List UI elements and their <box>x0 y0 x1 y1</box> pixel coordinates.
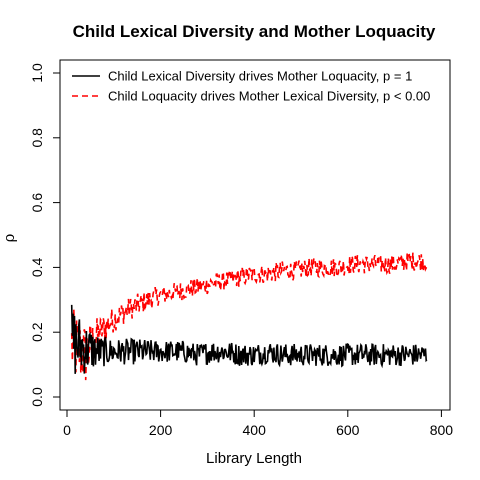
legend: Child Lexical Diversity drives Mother Lo… <box>72 69 430 104</box>
legend-entry-1: Child Loquacity drives Mother Lexical Di… <box>108 89 430 104</box>
x-tick-label: 200 <box>149 422 173 438</box>
x-tick-label: 0 <box>63 422 71 438</box>
x-tick-label: 800 <box>430 422 454 438</box>
x-tick-label: 400 <box>243 422 267 438</box>
series-layer <box>70 252 428 381</box>
x-axis: 0 200 400 600 800 <box>63 410 453 438</box>
series-line-1 <box>70 252 428 381</box>
x-axis-label: Library Length <box>206 450 302 467</box>
y-tick-label: 1.0 <box>29 63 45 83</box>
plot-frame <box>59 59 451 411</box>
y-axis-label: ρ <box>0 233 18 242</box>
legend-entry-0: Child Lexical Diversity drives Mother Lo… <box>108 69 412 84</box>
chart-title: Child Lexical Diversity and Mother Loqua… <box>73 22 436 41</box>
y-tick-label: 0.6 <box>29 193 45 213</box>
y-tick-label: 0.8 <box>29 128 45 148</box>
y-tick-label: 0.0 <box>29 387 45 407</box>
y-tick-label: 0.4 <box>29 257 45 277</box>
series-line-0 <box>70 304 428 374</box>
y-tick-label: 0.2 <box>29 322 45 342</box>
y-axis: 0.0 0.2 0.4 0.6 0.8 1.0 <box>29 63 60 407</box>
x-tick-label: 600 <box>336 422 360 438</box>
